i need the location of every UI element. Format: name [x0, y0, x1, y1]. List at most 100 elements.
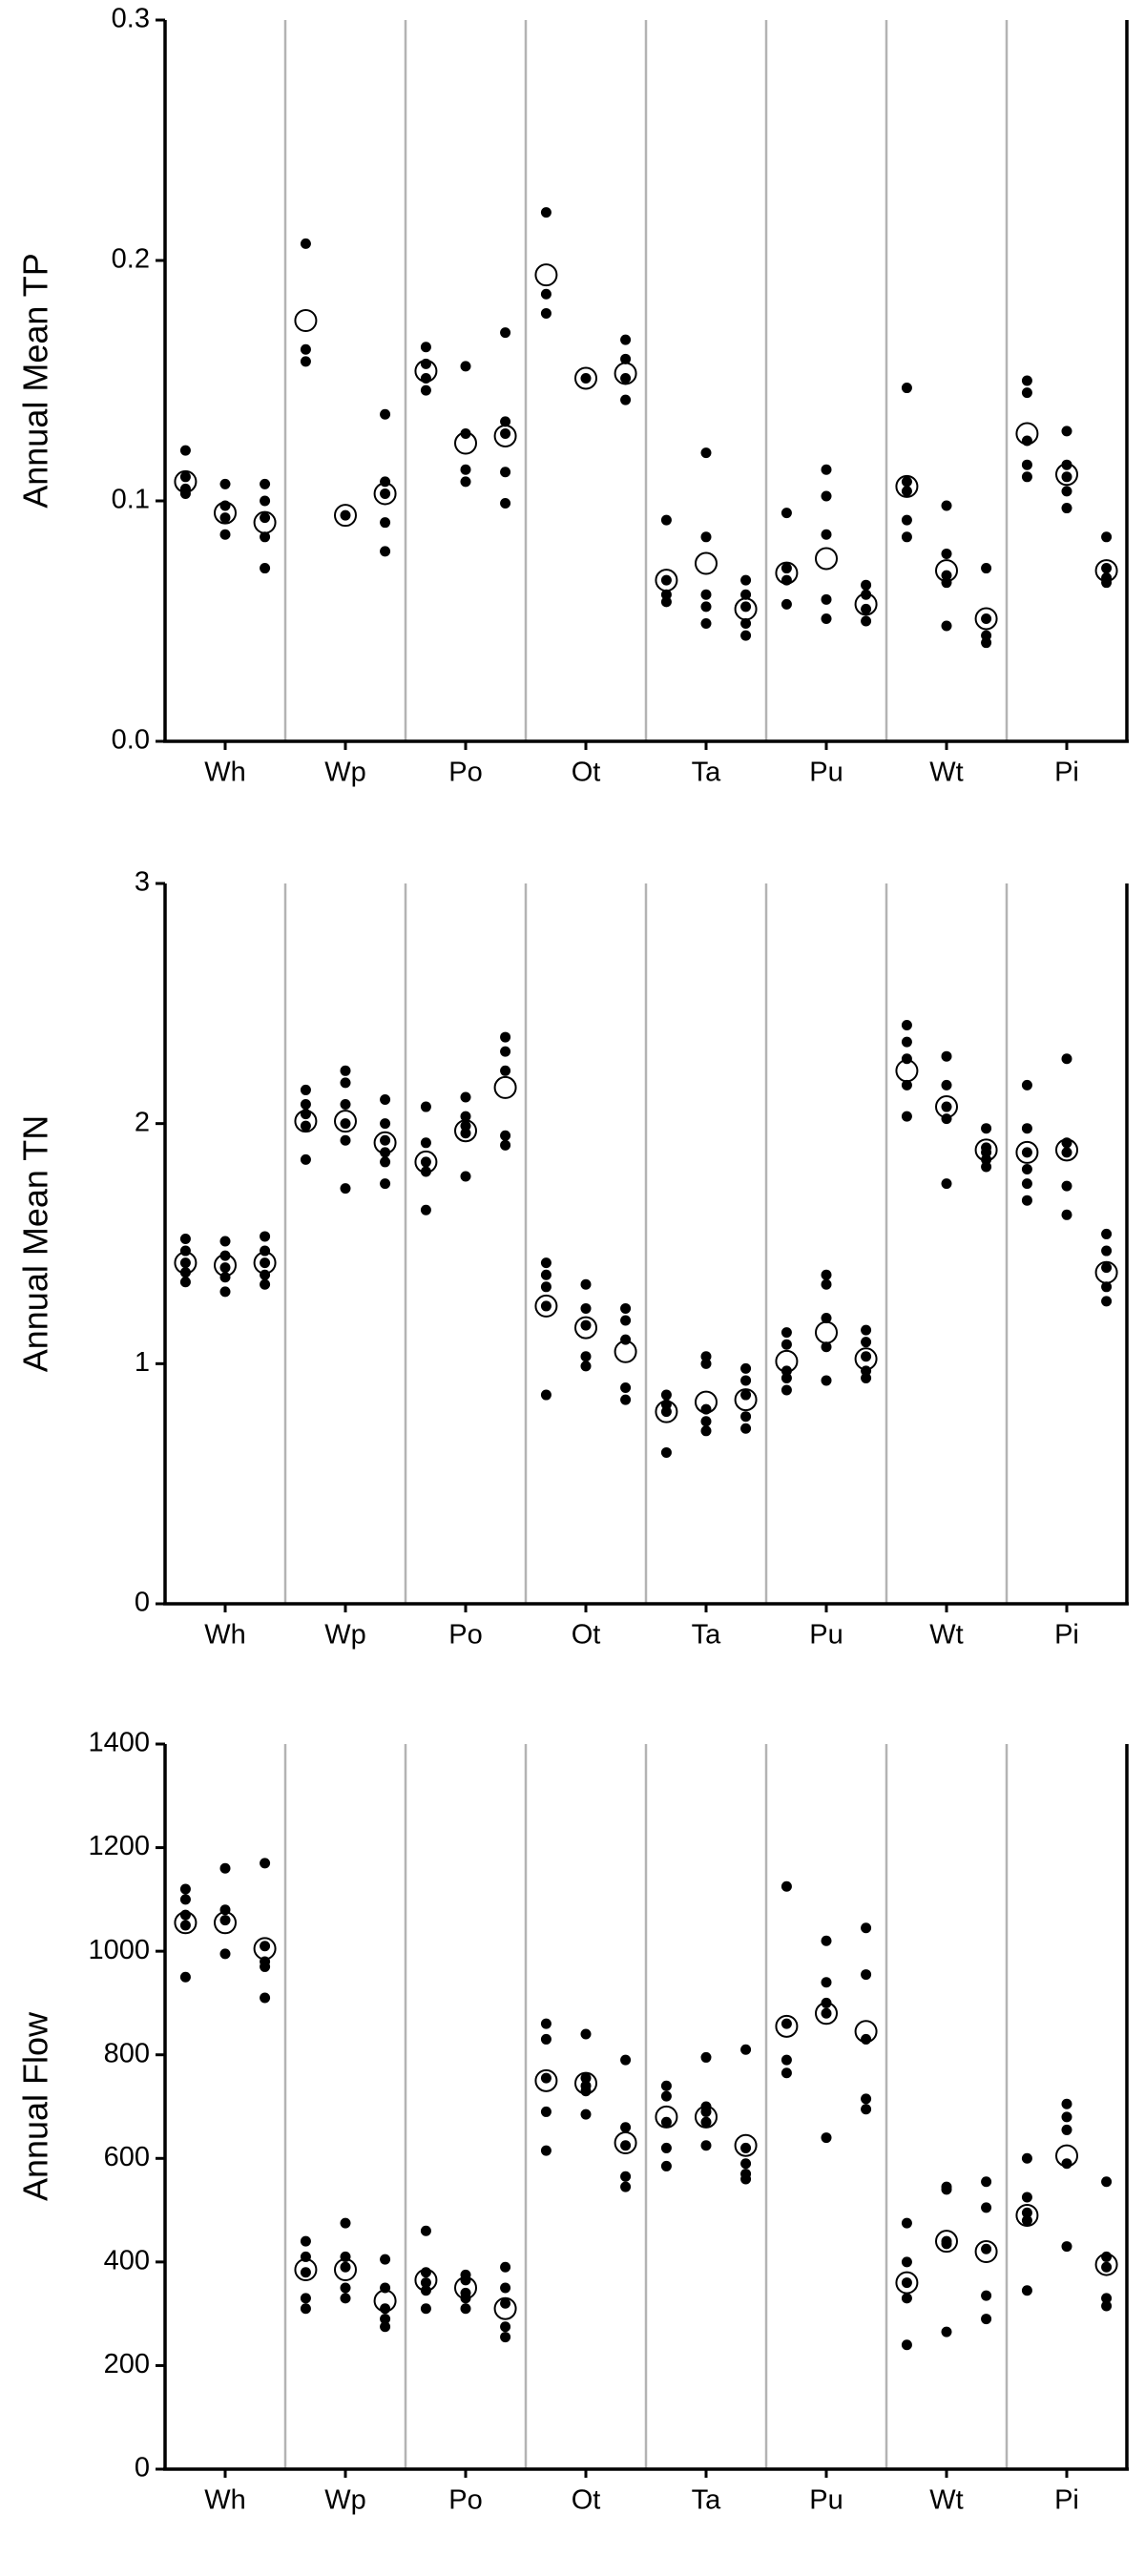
mean-marker: [815, 2002, 838, 2025]
data-point: [340, 2282, 351, 2294]
data-point: [260, 1278, 271, 1290]
y-tick-label: 3: [135, 867, 150, 898]
data-point: [821, 1977, 832, 1988]
data-point: [620, 2171, 632, 2182]
data-point: [540, 1269, 552, 1280]
data-point: [901, 1079, 912, 1091]
mean-marker: [534, 263, 558, 287]
data-point: [1061, 471, 1072, 483]
data-point: [500, 1046, 511, 1057]
data-point: [219, 1286, 231, 1298]
data-point: [901, 1036, 912, 1048]
x-tick-label: Pu: [809, 758, 843, 788]
data-point: [300, 1153, 311, 1165]
data-point: [1021, 1195, 1032, 1206]
data-point: [620, 334, 632, 345]
data-point: [340, 509, 351, 521]
data-point: [1061, 1209, 1072, 1220]
mean-marker: [373, 482, 397, 506]
data-point: [460, 1120, 471, 1132]
x-tick-label: Wp: [324, 758, 366, 788]
data-point: [781, 1384, 792, 1396]
data-point: [1061, 1147, 1072, 1158]
data-point: [660, 574, 672, 586]
data-point: [660, 2142, 672, 2153]
y-tick-label: 0.3: [112, 4, 150, 34]
data-point: [901, 486, 912, 497]
mean-marker: [854, 592, 878, 616]
y-tick-label: 0.2: [112, 244, 150, 275]
data-point: [340, 1065, 351, 1076]
mean-marker: [1015, 2204, 1039, 2227]
data-point: [260, 1941, 271, 1952]
mean-marker: [294, 2258, 318, 2281]
data-point: [821, 464, 832, 475]
data-point: [580, 2028, 592, 2040]
data-point: [700, 1351, 712, 1362]
x-tick-label: Po: [448, 758, 482, 788]
data-point: [901, 2256, 912, 2268]
data-point: [700, 1416, 712, 1427]
mean-marker: [294, 1110, 318, 1133]
data-point: [1021, 471, 1032, 483]
x-tick-label: Pi: [1054, 1620, 1079, 1651]
mean-marker: [895, 2271, 919, 2295]
data-point: [1021, 2207, 1032, 2218]
data-point: [1061, 503, 1072, 514]
data-point: [1061, 1180, 1072, 1192]
data-point: [340, 1118, 351, 1130]
data-point: [740, 1375, 752, 1386]
data-point: [460, 1091, 471, 1103]
data-point: [700, 589, 712, 600]
y-tick-label: 0: [135, 1588, 150, 1618]
data-point: [700, 2140, 712, 2151]
data-point: [500, 1065, 511, 1076]
y-tick-label: 1: [135, 1347, 150, 1378]
data-point: [1021, 1163, 1032, 1174]
data-point: [620, 2122, 632, 2133]
data-point: [941, 577, 952, 589]
data-point: [1021, 1147, 1032, 1158]
y-tick-label: 200: [104, 2349, 150, 2379]
data-point: [420, 1101, 431, 1112]
mean-marker: [334, 504, 357, 528]
data-point: [380, 488, 391, 499]
data-point: [981, 2314, 992, 2325]
data-point: [1101, 1228, 1113, 1239]
data-point: [941, 1113, 952, 1125]
data-point: [901, 476, 912, 488]
data-point: [1061, 426, 1072, 437]
data-point: [941, 500, 952, 511]
data-point: [901, 1019, 912, 1030]
data-point: [420, 1204, 431, 1215]
data-point: [540, 2033, 552, 2045]
data-point: [380, 546, 391, 557]
data-point: [500, 1130, 511, 1141]
data-point: [981, 563, 992, 574]
data-point: [700, 1358, 712, 1369]
data-point: [460, 476, 471, 488]
data-point: [1021, 1178, 1032, 1190]
data-point: [179, 445, 191, 456]
mean-marker: [214, 1911, 237, 1935]
data-point: [340, 1134, 351, 1146]
mean-marker: [614, 1340, 637, 1363]
data-point: [941, 1101, 952, 1112]
data-point: [740, 589, 752, 600]
data-point: [620, 2181, 632, 2192]
data-point: [300, 2235, 311, 2247]
data-point: [260, 1992, 271, 2004]
mean-marker: [294, 309, 318, 332]
mean-marker: [1055, 463, 1078, 487]
data-point: [620, 1302, 632, 1314]
data-point: [981, 637, 992, 649]
data-point: [700, 601, 712, 613]
mean-marker: [655, 569, 678, 592]
data-point: [420, 384, 431, 396]
data-point: [300, 356, 311, 367]
mean-marker: [695, 2105, 718, 2129]
data-point: [219, 1236, 231, 1247]
data-point: [580, 1351, 592, 1362]
data-point: [380, 517, 391, 529]
